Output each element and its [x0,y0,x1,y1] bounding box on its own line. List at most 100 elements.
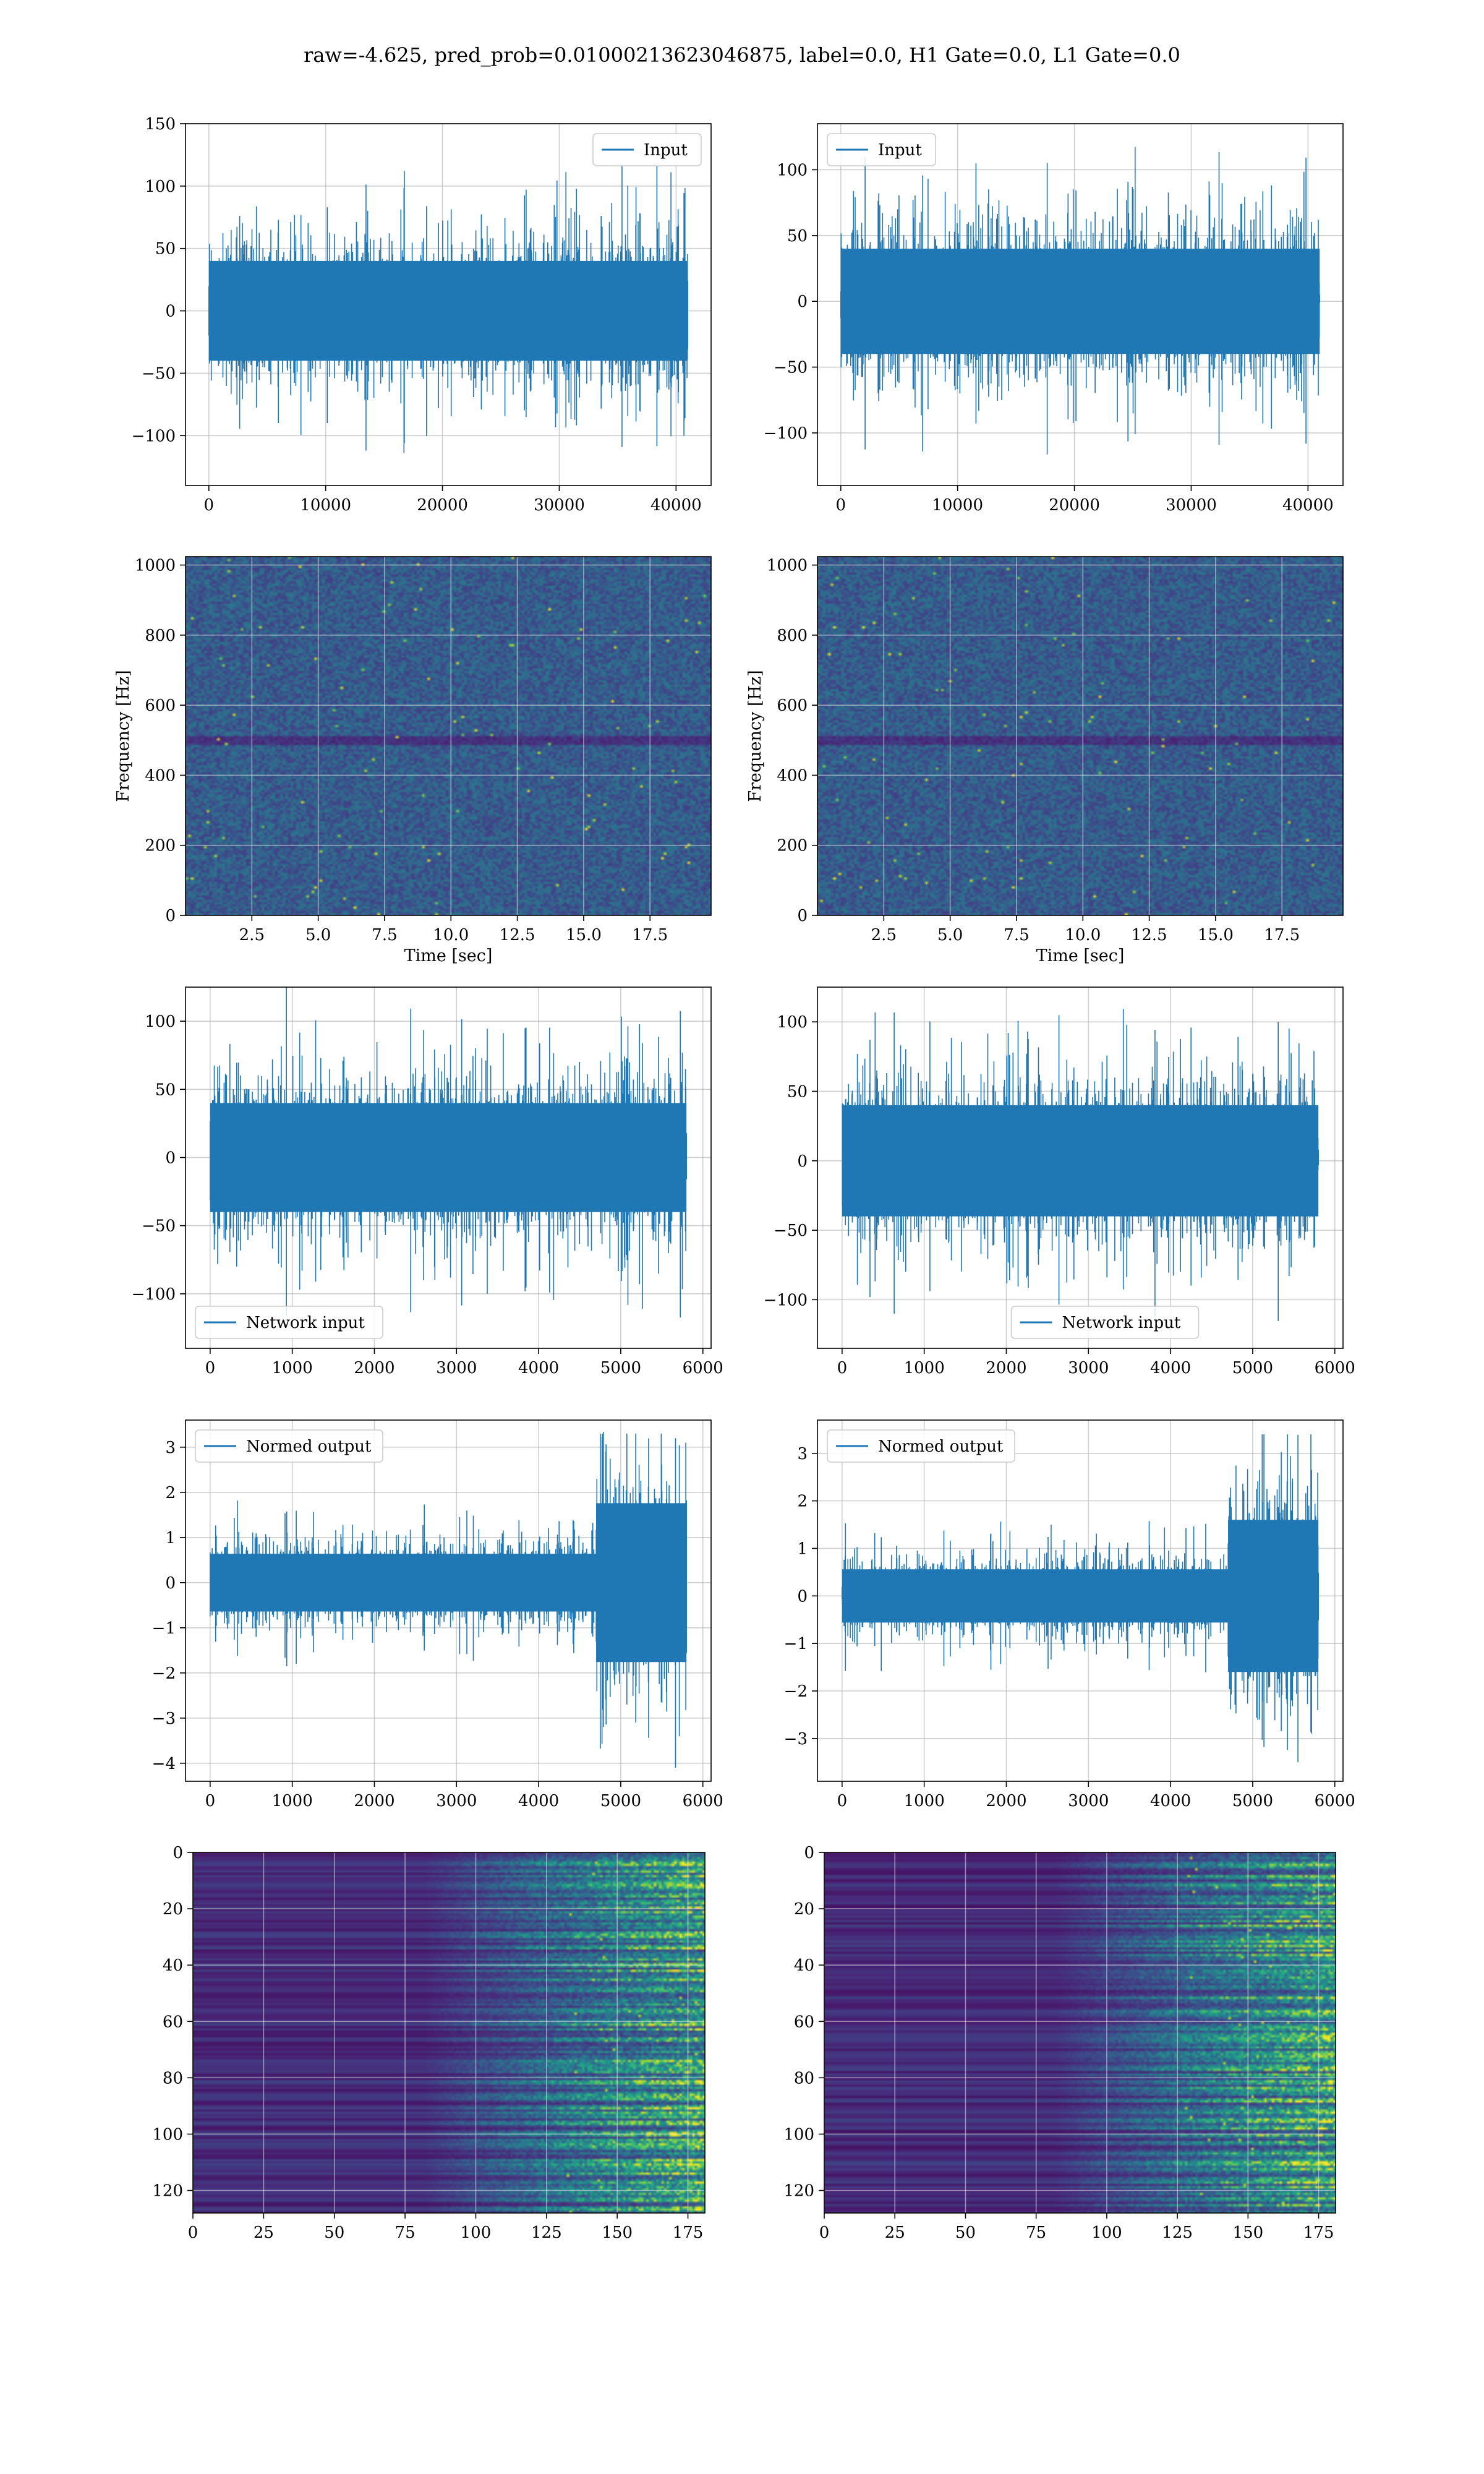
y-tick-label: 120 [152,2182,183,2201]
legend-box [195,1429,383,1463]
legend-box [592,133,702,166]
subplot-r4c1: 0 1000 2000 3000 4000 5000 6000 −4 −3 −2 −1 0 1 2 3 Nor… [152,1419,723,1810]
x-tick-label: 6000 [683,1359,723,1377]
x-tick-label: 20000 [417,496,468,515]
x-tick-label: 2.5 [871,926,897,944]
y-tick-label: 120 [783,2182,814,2201]
axes-frame [817,123,1344,486]
y-tick-label: 0 [173,1844,183,1862]
legend: Input [827,133,936,166]
legend-box [827,133,936,166]
legend-label: Input [878,141,922,160]
y-tick-label: 20 [794,1900,814,1919]
y-tick-label: 3 [797,1445,808,1463]
x-tick-label: 1000 [904,1359,945,1377]
x-tick-label: 4000 [518,1359,559,1377]
x-tick-label: 12.5 [500,926,535,944]
x-tick-label: 4000 [1150,1359,1191,1377]
x-tick-label: 30000 [534,496,585,515]
x-tick-label: 5000 [600,1792,641,1810]
x-tick-label: 10.0 [1065,926,1101,944]
legend: Network input [195,1306,383,1339]
legend-label: Normed output [246,1437,372,1456]
x-tick-label: 6000 [683,1792,723,1810]
x-tick-label: 1000 [272,1359,313,1377]
x-tick-label: 17.5 [632,926,668,944]
y-tick-label: 400 [777,766,808,785]
axes-frame [185,987,712,1349]
y-tick-label: −1 [152,1619,176,1638]
legend-box [195,1306,383,1339]
y-tick-label: 0 [797,1587,808,1606]
heatmap-image [186,557,711,915]
x-tick-label: 0 [204,496,215,515]
subplot-r1c1: 0 10000 20000 30000 40000 −100 −50 0 50 100 150 Inp… [132,115,712,515]
axes-frame [185,123,712,486]
y-tick-label: 20 [163,1900,183,1919]
x-tick-label: 50 [955,2224,976,2242]
y-tick-label: 0 [797,293,808,311]
legend-box [827,1429,1015,1463]
x-tick-label: 4000 [518,1792,559,1810]
x-tick-label: 17.5 [1264,926,1300,944]
y-tick-label: 80 [163,2069,183,2087]
x-tick-label: 3000 [1068,1792,1109,1810]
series-core [210,1103,687,1212]
y-tick-label: 1000 [767,557,808,575]
legend: Input [592,133,702,166]
x-tick-label: 150 [1233,2224,1264,2242]
y-tick-label: −4 [152,1755,176,1773]
y-tick-label: −50 [142,364,176,383]
subplot-r4c2: 0 1000 2000 3000 4000 5000 6000 −3 −2 −1 0 1 2 3 Norme… [784,1419,1355,1810]
x-tick-label: 0 [836,496,846,515]
subplot-r5c2: 0 25 50 75 100 125 150 175 0 20 40 60 80 100 120 [783,1844,1336,2242]
y-tick-label: 0 [804,1844,814,1862]
y-tick-label: 80 [794,2069,814,2087]
y-tick-label: 0 [797,907,808,925]
y-tick-label: 100 [145,178,176,196]
axes-frame [817,987,1344,1349]
x-tick-label: 0 [837,1359,848,1377]
y-tick-label: −50 [774,1222,808,1240]
x-tick-label: 150 [602,2224,633,2242]
y-tick-label: 600 [777,696,808,715]
y-tick-label: 100 [777,1013,808,1032]
subplot-r1c2: 0 10000 20000 30000 40000 −100 −50 0 50 100 Input [764,123,1344,515]
x-tick-label: 25 [885,2224,905,2242]
axes-frame [824,1852,1336,2214]
x-tick-label: 5.0 [305,926,331,944]
x-tick-label: 4000 [1150,1792,1191,1810]
x-tick-label: 50 [324,2224,344,2242]
axes-frame [185,1419,712,1782]
axes-frame [192,1852,706,2214]
x-tick-label: 75 [395,2224,416,2242]
x-tick-label: 2000 [354,1792,394,1810]
heatmap-image [824,1852,1336,2213]
y-tick-label: −1 [784,1635,808,1653]
x-tick-label: 100 [461,2224,492,2242]
x-axis-label: Time [sec] [404,946,493,965]
y-tick-label: −100 [132,1285,176,1304]
y-tick-label: 200 [777,837,808,855]
y-tick-label: 800 [777,627,808,645]
y-tick-label: 600 [145,696,176,715]
x-tick-label: 2000 [986,1792,1026,1810]
x-tick-label: 25 [254,2224,274,2242]
x-tick-label: 5000 [600,1359,641,1377]
y-tick-label: 1 [165,1529,176,1547]
y-tick-label: 50 [787,1082,808,1101]
legend-label: Input [644,141,688,160]
y-tick-label: −3 [152,1710,176,1728]
y-tick-label: 400 [145,766,176,785]
grid-lines [817,124,1343,486]
series-core [842,1569,1229,1623]
subplot-r2c2: 2.5 5.0 7.5 10.0 12.5 15.0 17.5 0 200 400 600 800 10… [746,556,1344,965]
x-tick-label: 7.5 [372,926,397,944]
legend: Normed output [827,1429,1015,1463]
series-core [840,249,1320,354]
x-axis-label: Time [sec] [1036,946,1125,965]
series-core-burst [596,1503,687,1663]
subplot-r3c1: 0 1000 2000 3000 4000 5000 6000 −100 −50 0 50 100 Ne… [132,987,723,1377]
y-tick-label: 1 [797,1539,808,1558]
x-tick-label: 30000 [1166,496,1217,515]
